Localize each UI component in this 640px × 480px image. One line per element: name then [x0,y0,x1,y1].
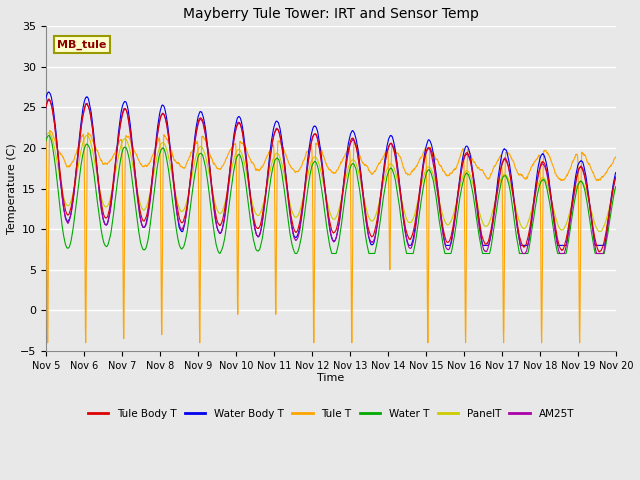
Y-axis label: Temperature (C): Temperature (C) [7,143,17,234]
Text: MB_tule: MB_tule [57,39,107,49]
Title: Mayberry Tule Tower: IRT and Sensor Temp: Mayberry Tule Tower: IRT and Sensor Temp [183,7,479,21]
X-axis label: Time: Time [317,373,344,384]
Legend: Tule Body T, Water Body T, Tule T, Water T, PanelT, AM25T: Tule Body T, Water Body T, Tule T, Water… [83,405,579,423]
